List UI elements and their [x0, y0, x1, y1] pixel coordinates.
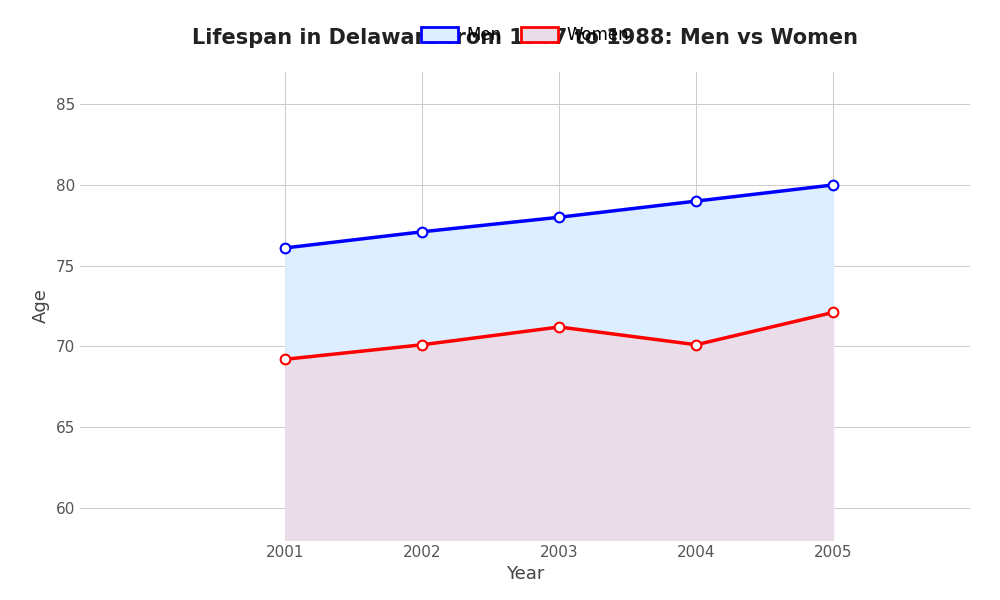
Y-axis label: Age: Age	[32, 289, 50, 323]
Legend: Men, Women: Men, Women	[414, 19, 636, 51]
X-axis label: Year: Year	[506, 565, 544, 583]
Title: Lifespan in Delaware from 1967 to 1988: Men vs Women: Lifespan in Delaware from 1967 to 1988: …	[192, 28, 858, 48]
